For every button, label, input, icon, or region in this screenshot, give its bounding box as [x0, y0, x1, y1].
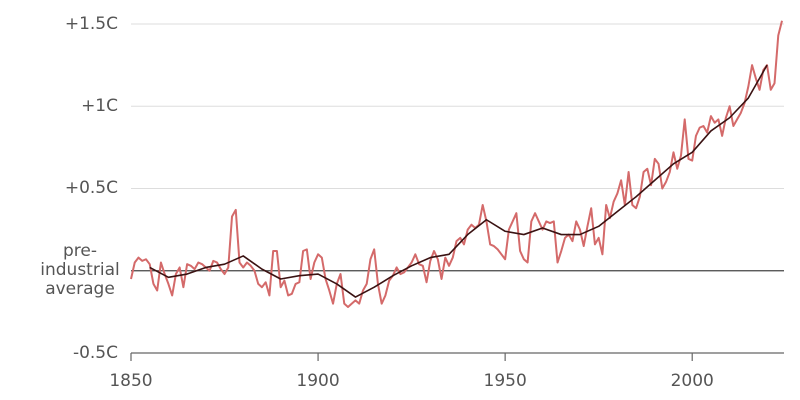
y-tick-label: pre-industrial average [40, 241, 120, 300]
x-tick-label: 1950 [484, 371, 527, 391]
y-tick-label: +1C [81, 95, 118, 116]
x-tick-label: 1850 [109, 371, 152, 391]
smoothed-line [149, 64, 768, 298]
annual-line [130, 20, 783, 308]
y-tick-label: +0.5C [64, 178, 118, 198]
x-tick-label: 1900 [296, 371, 339, 391]
x-tick-label: 2000 [671, 371, 714, 391]
y-tick-label: -0.5C [72, 342, 118, 363]
y-tick-label: +1.5C [64, 13, 118, 34]
